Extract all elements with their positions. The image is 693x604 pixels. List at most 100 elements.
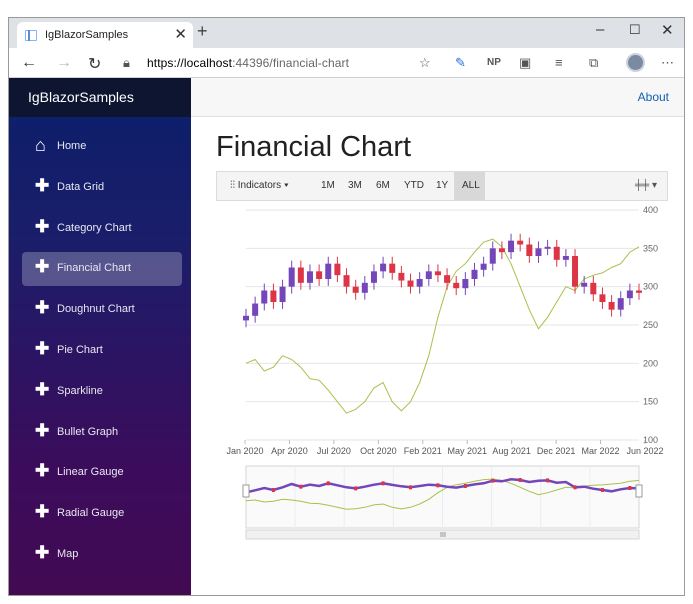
overview-down-mark: [546, 478, 549, 482]
favicon-icon: [25, 30, 37, 41]
overview-down-mark: [409, 485, 412, 489]
np-extension-icon[interactable]: NP: [487, 57, 501, 68]
candle-body: [526, 245, 532, 257]
forward-icon[interactable]: →: [56, 54, 72, 72]
candle-body: [426, 271, 432, 279]
extension-shield-icon[interactable]: ▣: [519, 55, 531, 71]
overview-down-mark: [491, 479, 494, 483]
sidebar-header: IgBlazorSamples: [9, 78, 191, 117]
candle-body: [408, 281, 414, 287]
sidebar-item-sparkline[interactable]: ✚ Sparkline: [22, 375, 182, 409]
candle-body: [453, 283, 459, 288]
maximize-icon[interactable]: ☐: [629, 22, 641, 38]
brand-title[interactable]: IgBlazorSamples: [28, 89, 134, 105]
profile-avatar[interactable]: [626, 53, 645, 72]
sidebar-item-label: Pie Chart: [57, 344, 103, 356]
tab-close-icon[interactable]: ✕: [174, 25, 187, 43]
lock-icon: 🔒︎: [123, 55, 130, 71]
candle-body: [261, 291, 267, 304]
candle-body: [627, 291, 633, 299]
overview-left-handle: [243, 485, 249, 497]
sidebar-item-home[interactable]: ⌂ Home: [22, 130, 182, 164]
candle-body: [490, 248, 496, 263]
main-content: About Financial Chart ⫶⫶ Indicators ▾ 1M…: [191, 78, 685, 596]
browser-window: IgBlazorSamples ✕ + – ☐ ✕ ← → ↻ 🔒︎ https…: [8, 17, 685, 596]
overview-down-mark: [382, 481, 385, 485]
overview-down-mark: [601, 488, 604, 492]
sidebar-item-label: Financial Chart: [57, 262, 131, 274]
candle-body: [471, 270, 477, 279]
candle-body: [572, 256, 578, 287]
candle-body: [289, 268, 295, 287]
plus-icon: ✚: [35, 341, 49, 357]
extension-pen-icon[interactable]: ✎: [455, 55, 466, 71]
candle-body: [371, 271, 377, 283]
sidebar-item-radial-gauge[interactable]: ✚ Radial Gauge: [22, 497, 182, 531]
candle-body: [316, 271, 322, 279]
sidebar-item-label: Data Grid: [57, 181, 104, 193]
candle-body: [609, 302, 615, 310]
minimize-icon[interactable]: –: [596, 21, 604, 38]
candle-body: [545, 247, 551, 249]
sidebar-item-category-chart[interactable]: ✚ Category Chart: [22, 212, 182, 246]
tab-title: IgBlazorSamples: [45, 29, 128, 41]
candle-body: [554, 247, 560, 260]
overview-down-mark: [327, 481, 330, 485]
x-tick-label: Dec 2021: [537, 446, 576, 456]
url-path: :44396/financial-chart: [232, 56, 349, 70]
candle-body: [636, 291, 642, 293]
candle-body: [334, 264, 340, 276]
candle-body: [243, 316, 249, 321]
plus-icon: ✚: [35, 382, 49, 398]
financial-chart[interactable]: 400 350 300 250 200 150 100 Jan 2020 Apr 2020 Jul…: [191, 78, 685, 596]
collections-icon[interactable]: ⧉: [589, 55, 598, 71]
overview-right-handle: [636, 485, 642, 497]
back-icon[interactable]: ←: [21, 54, 37, 72]
sidebar-item-doughnut-chart[interactable]: ✚ Doughnut Chart: [22, 293, 182, 327]
y-tick-label: 350: [643, 243, 658, 253]
close-window-icon[interactable]: ✕: [661, 21, 674, 39]
candle-body: [444, 275, 450, 283]
x-tick-label: Jul 2020: [317, 446, 351, 456]
url-field[interactable]: https://localhost:44396/financial-chart: [147, 56, 349, 70]
candle-body: [307, 271, 313, 283]
plus-icon: ✚: [35, 504, 49, 520]
y-tick-label: 400: [643, 205, 658, 215]
sidebar-item-financial-chart[interactable]: ✚ Financial Chart: [22, 252, 182, 286]
plus-icon: ✚: [35, 300, 49, 316]
x-tick-label: Aug 2021: [492, 446, 531, 456]
sidebar-item-label: Map: [57, 548, 78, 560]
browser-tab[interactable]: IgBlazorSamples ✕: [17, 22, 193, 48]
x-tick-label: May 2021: [447, 446, 487, 456]
more-menu-icon[interactable]: ⋯: [661, 55, 674, 71]
sidebar-item-data-grid[interactable]: ✚ Data Grid: [22, 171, 182, 205]
sidebar-item-bullet-graph[interactable]: ✚ Bullet Graph: [22, 416, 182, 450]
candle-body: [389, 264, 395, 273]
refresh-icon[interactable]: ↻: [88, 54, 101, 74]
candle-body: [481, 264, 487, 270]
overview-down-mark: [299, 485, 302, 489]
x-tick-label: Feb 2021: [404, 446, 442, 456]
candle-body: [280, 287, 286, 302]
candle-body: [499, 248, 505, 252]
overview-down-mark: [519, 478, 522, 482]
overview-down-mark: [354, 486, 357, 490]
candle-body: [581, 283, 587, 287]
candle-body: [252, 304, 258, 316]
x-tick-label: Apr 2020: [271, 446, 308, 456]
y-tick-label: 300: [643, 282, 658, 292]
plus-icon: ✚: [35, 423, 49, 439]
sidebar-item-pie-chart[interactable]: ✚ Pie Chart: [22, 334, 182, 368]
sidebar-item-label: Linear Gauge: [57, 466, 124, 478]
sidebar: IgBlazorSamples ⌂ Home ✚ Data Grid ✚ Category…: [9, 78, 191, 596]
favorite-star-icon[interactable]: ☆: [419, 55, 431, 71]
overview-down-mark: [574, 485, 577, 489]
sidebar-item-linear-gauge[interactable]: ✚ Linear Gauge: [22, 456, 182, 490]
favorites-icon[interactable]: ≡: [555, 55, 563, 70]
sidebar-item-map[interactable]: ✚ Map: [22, 538, 182, 572]
new-tab-button[interactable]: +: [197, 21, 208, 42]
candle-body: [362, 283, 368, 293]
y-tick-label: 200: [643, 358, 658, 368]
plus-icon: ✚: [35, 178, 49, 194]
plus-icon: ✚: [35, 545, 49, 561]
